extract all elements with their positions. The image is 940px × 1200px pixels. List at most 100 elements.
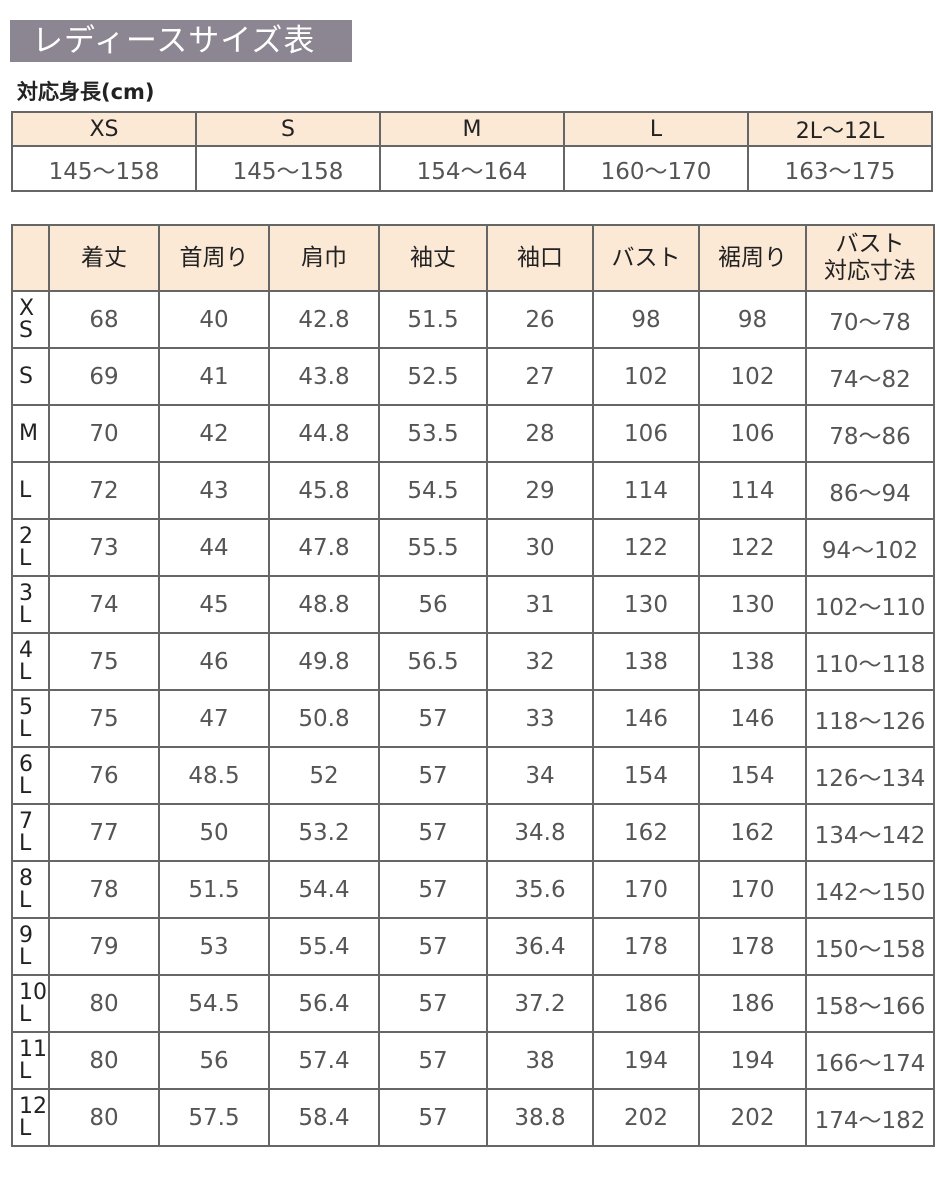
table-cell: 186	[698, 974, 807, 1033]
table-cell: 174〜182	[805, 1088, 935, 1147]
table-row: S 69 41 43.8 52.5 27 102 102 74〜82	[11, 347, 935, 406]
column-header: 首周り	[158, 224, 270, 292]
table-cell: 178	[592, 917, 700, 976]
size-label: L	[11, 461, 50, 520]
size-header: XS	[11, 111, 197, 147]
table-cell: 142〜150	[805, 860, 935, 919]
table-cell: 27	[486, 347, 594, 406]
size-header: M	[379, 111, 565, 147]
table-cell: 146	[698, 689, 807, 748]
table-cell: 40	[158, 290, 270, 349]
size-label-part: L	[19, 887, 32, 913]
column-header: バスト	[592, 224, 700, 292]
size-label-part: 3	[19, 580, 33, 606]
table-cell: 57.5	[158, 1088, 270, 1147]
table-cell: 55.4	[268, 917, 380, 976]
table-cell: 48.8	[268, 575, 380, 634]
size-label-part: L	[19, 477, 32, 503]
table-cell: 146	[592, 689, 700, 748]
page-title: レディースサイズ表	[10, 20, 352, 62]
table-row: 5 L 75 47 50.8 57 33 146 146 118〜126	[11, 689, 935, 748]
table-cell: 202	[698, 1088, 807, 1147]
table-row: 10 L 80 54.5 56.4 57 37.2 186 186 158〜166	[11, 974, 935, 1033]
table-cell: 166〜174	[805, 1031, 935, 1090]
table-row: 3 L 74 45 48.8 56 31 130 130 102〜110	[11, 575, 935, 634]
column-header: 着丈	[48, 224, 160, 292]
table-cell: 47	[158, 689, 270, 748]
size-label-part: L	[19, 602, 32, 628]
table-cell: 114	[698, 461, 807, 520]
corner-cell	[11, 224, 50, 292]
size-label-part: 8	[19, 865, 33, 891]
table-cell: 53.2	[268, 803, 380, 862]
height-range: 154〜164	[379, 145, 565, 192]
table-cell: 57	[378, 803, 488, 862]
table-cell: 57	[378, 860, 488, 919]
table-cell: 31	[486, 575, 594, 634]
size-label-part: X	[19, 295, 35, 321]
table-cell: 102	[698, 347, 807, 406]
table-cell: 42	[158, 404, 270, 463]
table-row: 7 L 77 50 53.2 57 34.8 162 162 134〜142	[11, 803, 935, 862]
table-cell: 46	[158, 632, 270, 691]
size-label-part: M	[19, 420, 38, 446]
table-cell: 56.4	[268, 974, 380, 1033]
table-cell: 73	[48, 518, 160, 577]
table-cell: 34.8	[486, 803, 594, 862]
table-cell: 122	[698, 518, 807, 577]
table-row: 6 L 76 48.5 52 57 34 154 154 126〜134	[11, 746, 935, 805]
table-cell: 76	[48, 746, 160, 805]
table-cell: 178	[698, 917, 807, 976]
table-cell: 47.8	[268, 518, 380, 577]
table-row: L 72 43 45.8 54.5 29 114 114 86〜94	[11, 461, 935, 520]
table-cell: 106	[592, 404, 700, 463]
table-cell: 34	[486, 746, 594, 805]
table-cell: 52.5	[378, 347, 488, 406]
table-cell: 45	[158, 575, 270, 634]
table-cell: 75	[48, 689, 160, 748]
size-label: S	[11, 347, 50, 406]
table-cell: 35.6	[486, 860, 594, 919]
table-cell: 170	[592, 860, 700, 919]
table-cell: 53.5	[378, 404, 488, 463]
size-label-part: L	[19, 716, 32, 742]
table-cell: 41	[158, 347, 270, 406]
column-header: 袖丈	[378, 224, 488, 292]
size-label-part: L	[19, 773, 32, 799]
table-cell: 68	[48, 290, 160, 349]
size-header: L	[563, 111, 749, 147]
table-cell: 56	[378, 575, 488, 634]
column-header: 袖口	[486, 224, 594, 292]
table-cell: 57	[378, 746, 488, 805]
table-row: 11 L 80 56 57.4 57 38 194 194 166〜174	[11, 1031, 935, 1090]
size-label-part: L	[19, 830, 32, 856]
table-cell: 57	[378, 917, 488, 976]
size-header: 2L〜12L	[747, 111, 933, 147]
table-cell: 162	[698, 803, 807, 862]
table-cell: 55.5	[378, 518, 488, 577]
size-label-part: 9	[19, 922, 33, 948]
table-cell: 138	[698, 632, 807, 691]
size-label: M	[11, 404, 50, 463]
table-row: 9 L 79 53 55.4 57 36.4 178 178 150〜158	[11, 917, 935, 976]
size-label-part: 10	[19, 979, 47, 1005]
table-row: 8 L 78 51.5 54.4 57 35.6 170 170 142〜150	[11, 860, 935, 919]
size-label-part: L	[19, 659, 32, 685]
size-label: 11 L	[11, 1031, 50, 1090]
size-label-part: L	[19, 1058, 32, 1084]
table-cell: 98	[698, 290, 807, 349]
table-cell: 38.8	[486, 1088, 594, 1147]
size-label-part: L	[19, 1001, 32, 1027]
table-row: M 70 42 44.8 53.5 28 106 106 78〜86	[11, 404, 935, 463]
table-cell: 154	[698, 746, 807, 805]
table-cell: 102〜110	[805, 575, 935, 634]
table-cell: 106	[698, 404, 807, 463]
table-cell: 202	[592, 1088, 700, 1147]
table-cell: 43.8	[268, 347, 380, 406]
table-cell: 158〜166	[805, 974, 935, 1033]
size-table-header-row: 着丈 首周り 肩巾 袖丈 袖口 バスト 裾周り バスト 対応寸法	[11, 224, 935, 292]
